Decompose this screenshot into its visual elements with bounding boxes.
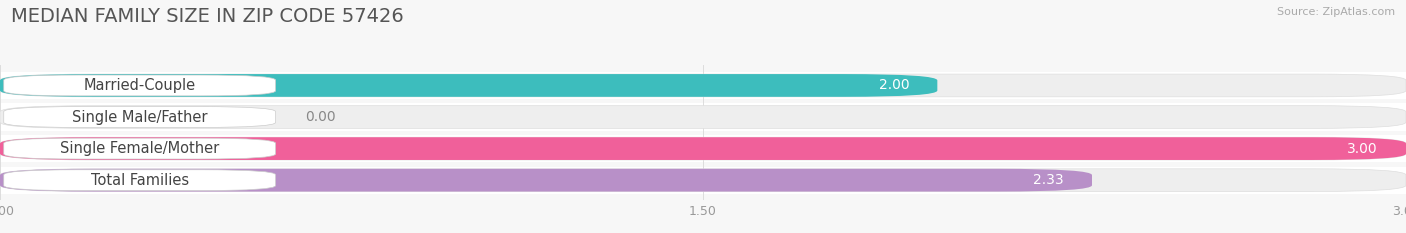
Text: Single Male/Father: Single Male/Father (72, 110, 208, 124)
FancyBboxPatch shape (0, 169, 1406, 192)
FancyBboxPatch shape (0, 74, 938, 97)
FancyBboxPatch shape (4, 75, 276, 96)
Bar (0, 103, 1406, 131)
Text: Total Families: Total Families (90, 173, 188, 188)
Bar (0, 72, 1406, 99)
FancyBboxPatch shape (0, 169, 1092, 192)
FancyBboxPatch shape (4, 107, 276, 127)
FancyBboxPatch shape (0, 137, 1406, 160)
Bar (0, 135, 1406, 162)
FancyBboxPatch shape (4, 170, 276, 191)
Text: 0.00: 0.00 (305, 110, 335, 124)
Text: 3.00: 3.00 (1347, 142, 1378, 156)
FancyBboxPatch shape (0, 137, 1406, 160)
Text: Single Female/Mother: Single Female/Mother (60, 141, 219, 156)
Text: MEDIAN FAMILY SIZE IN ZIP CODE 57426: MEDIAN FAMILY SIZE IN ZIP CODE 57426 (11, 7, 404, 26)
Text: Married-Couple: Married-Couple (83, 78, 195, 93)
FancyBboxPatch shape (0, 74, 1406, 97)
Text: 2.00: 2.00 (879, 79, 910, 93)
Bar (0, 167, 1406, 194)
Text: 2.33: 2.33 (1033, 173, 1064, 187)
FancyBboxPatch shape (4, 138, 276, 159)
Text: Source: ZipAtlas.com: Source: ZipAtlas.com (1277, 7, 1395, 17)
FancyBboxPatch shape (0, 106, 1406, 128)
